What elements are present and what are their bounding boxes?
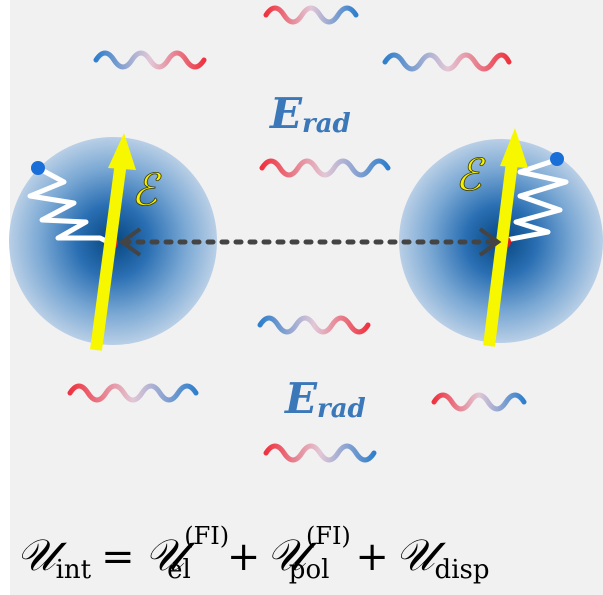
left-atom: ℰ <box>9 133 217 351</box>
field-label-left: ℰ <box>131 165 162 216</box>
field-label-right: ℰ <box>455 150 486 201</box>
field-arrow-head <box>108 133 136 170</box>
interaction-arrow-left <box>118 227 142 257</box>
right-atom: ℰ <box>399 128 603 347</box>
radiation-wave <box>93 50 207 70</box>
radiation-wave <box>382 52 512 72</box>
electron <box>31 161 45 175</box>
energy-equation: 𝒰int = 𝒰(FI) el + 𝒰(FI) pol + 𝒰disp <box>16 522 490 585</box>
electron-spring <box>27 165 112 246</box>
radiation-wave <box>259 158 391 178</box>
field-arrow-head <box>500 128 528 168</box>
interaction-arrow-right <box>478 227 502 257</box>
radiation-wave <box>431 392 527 412</box>
radiation-wave <box>263 443 377 463</box>
radiation-wave <box>257 315 371 335</box>
radiation-wave <box>67 383 199 403</box>
radiation-label-bottom: Erad <box>284 374 366 424</box>
electron <box>550 152 564 166</box>
radiation-label-top: Erad <box>269 89 351 139</box>
field-arrow <box>90 161 127 351</box>
radiation-waves <box>67 5 527 463</box>
interaction-line <box>118 227 502 257</box>
radiation-wave <box>263 5 359 25</box>
electron-spring <box>505 157 569 243</box>
field-arrow <box>483 161 518 347</box>
